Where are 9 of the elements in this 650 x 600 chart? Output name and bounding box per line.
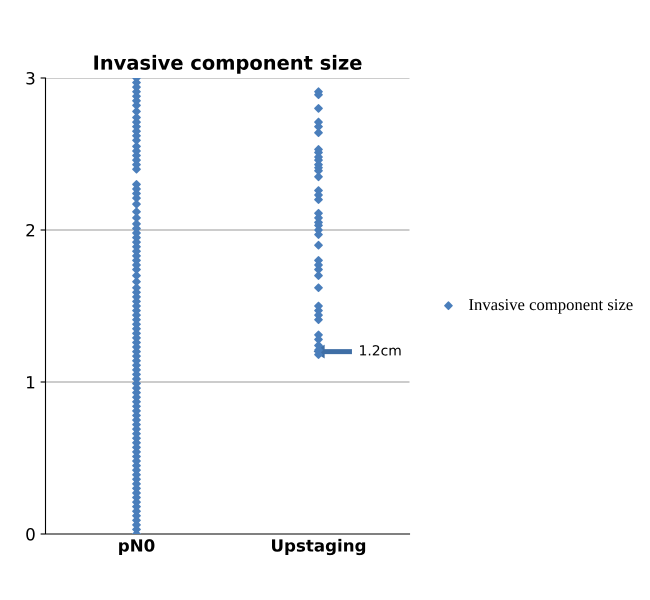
legend-label: Invasive component size	[469, 299, 633, 314]
y-tick-label: 2	[26, 224, 34, 236]
y-tick-label: 3	[26, 72, 34, 85]
y-tick-label: 0	[26, 528, 35, 541]
x-tick-label: Upstaging	[272, 538, 366, 556]
annotation: 1.2cm	[360, 345, 401, 356]
x-tick-label: pN0	[119, 539, 154, 555]
chart-title: Invasive component size	[94, 54, 362, 74]
y-tick-label: 1	[27, 376, 34, 388]
